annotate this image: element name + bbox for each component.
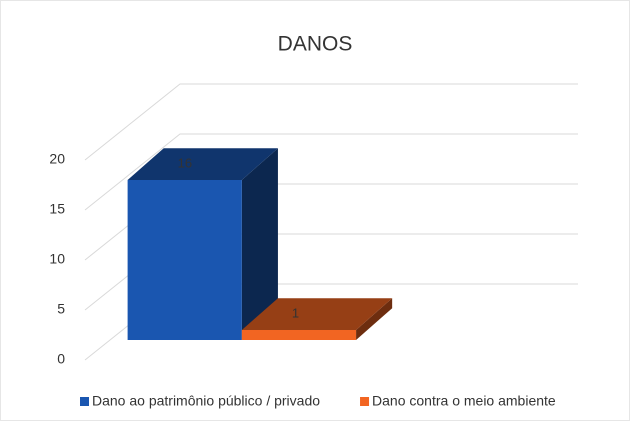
grid-line: [84, 83, 578, 161]
legend-swatch: [80, 397, 89, 406]
bar-side: [356, 298, 393, 340]
y-tick-label: 5: [57, 301, 65, 317]
bar-top: [127, 148, 278, 180]
y-tick-label: 15: [49, 201, 65, 217]
bar-top: [241, 298, 393, 330]
data-label: 1: [292, 306, 299, 321]
bar: [241, 330, 357, 340]
grid-line: [84, 133, 578, 211]
legend-label: Dano ao patrimônio público / privado: [92, 393, 320, 409]
data-label: 16: [178, 156, 192, 171]
y-tick-label: 10: [49, 251, 65, 267]
y-tick-label: 20: [49, 151, 65, 167]
bar-side: [241, 148, 278, 340]
y-tick-label: 0: [57, 351, 65, 367]
legend-label: Dano contra o meio ambiente: [372, 393, 556, 409]
bar: [127, 180, 242, 340]
legend-swatch: [360, 397, 370, 406]
chart-title: DANOS: [278, 33, 353, 56]
